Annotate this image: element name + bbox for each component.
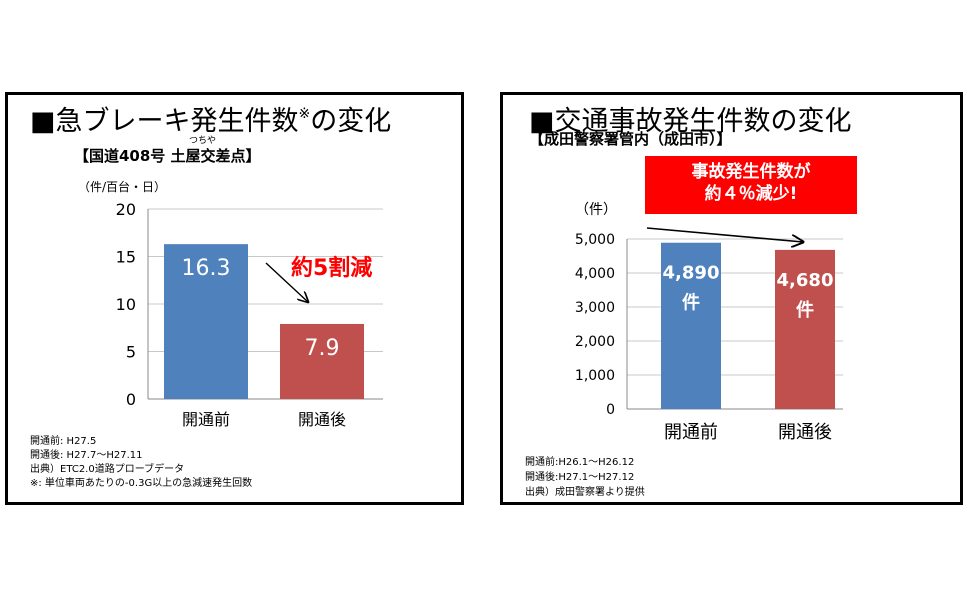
left-subtitle-ruby: つちや bbox=[189, 136, 217, 146]
left-chart-panel: ■急ブレーキ発生件数※の変化 つちや 【国道408号 土屋交差点】 （件/百台・… bbox=[5, 92, 464, 505]
left-notes: 開通前: H27.5 開通後: H27.7～H27.11 出典）ETC2.0道路… bbox=[30, 435, 252, 491]
left-note-footnote: ※: 単位車両あたりの-0.3G以上の急減速発生回数 bbox=[30, 478, 253, 489]
left-chart-subtitle: 【国道408号 土屋交差点】 bbox=[74, 147, 261, 165]
right-bar-1 bbox=[661, 242, 721, 409]
left-x-tick-label: 開通後 bbox=[298, 410, 346, 429]
left-note-before: 開通前: H27.5 bbox=[30, 436, 97, 447]
right-note-after: 開通後:H27.1～H27.12 bbox=[525, 472, 635, 483]
left-note-source: 出典）ETC2.0道路プローブデータ bbox=[30, 464, 185, 475]
right-callout-box: 事故発生件数が 約４％減少! bbox=[645, 156, 857, 214]
left-y-tick-label: 15 bbox=[116, 247, 136, 266]
right-y-axis-unit: （件） bbox=[575, 202, 617, 218]
left-reduction-annotation: 約5割減 bbox=[291, 255, 372, 281]
left-y-axis-unit: （件/百台・日） bbox=[78, 180, 167, 194]
right-trend-arrow bbox=[646, 227, 803, 242]
right-callout-line1: 事故発生件数が bbox=[691, 162, 811, 182]
left-data-label: 16.3 bbox=[182, 256, 231, 281]
right-y-tick-label: 4,000 bbox=[575, 266, 615, 282]
left-y-tick-label: 0 bbox=[126, 390, 136, 409]
right-y-tick-label: 2,000 bbox=[575, 334, 615, 350]
left-y-tick-label: 20 bbox=[116, 200, 136, 219]
left-title-suffix: の変化 bbox=[310, 106, 392, 137]
right-chart-title: ■交通事故発生件数の変化 bbox=[529, 106, 852, 137]
right-y-tick-label: 5,000 bbox=[575, 232, 615, 248]
right-y-tick-label: 0 bbox=[606, 402, 615, 418]
left-title-note-mark: ※ bbox=[298, 106, 311, 122]
left-note-after: 開通後: H27.7～H27.11 bbox=[30, 450, 143, 461]
right-y-tick-label: 3,000 bbox=[575, 300, 615, 316]
right-data-label-unit: 件 bbox=[796, 299, 814, 321]
right-x-tick-label: 開通後 bbox=[778, 422, 832, 443]
left-y-tick-label: 5 bbox=[126, 342, 136, 361]
left-data-label: 7.9 bbox=[305, 336, 340, 361]
right-note-source: 出典）成田警察署より提供 bbox=[525, 487, 645, 498]
left-bar-2 bbox=[280, 323, 364, 399]
right-bar-2 bbox=[775, 249, 835, 409]
right-callout-line2: 約４％減少! bbox=[704, 184, 798, 204]
right-x-tick-label: 開通前 bbox=[664, 422, 718, 443]
left-bar-chart: 0 5 10 15 20 開通前 16.3 開通後 7.9 約5割減 bbox=[116, 200, 383, 429]
right-note-before: 開通前:H26.1～H26.12 bbox=[525, 457, 635, 468]
right-data-label: 4,890 bbox=[663, 263, 720, 284]
right-chart-panel: ■交通事故発生件数の変化 【成田警察署管内（成田市）】 事故発生件数が 約４％減… bbox=[500, 92, 963, 505]
left-x-tick-label: 開通前 bbox=[182, 410, 230, 429]
left-chart-title: ■急ブレーキ発生件数※の変化 bbox=[30, 99, 391, 138]
left-bar-1 bbox=[164, 244, 248, 399]
left-y-tick-label: 10 bbox=[116, 295, 136, 314]
right-y-tick-label: 1,000 bbox=[575, 368, 615, 384]
left-title-text: ■急ブレーキ発生件数 bbox=[30, 106, 299, 137]
right-notes: 開通前:H26.1～H26.12 開通後:H27.1～H27.12 出典）成田警… bbox=[525, 455, 645, 500]
right-data-label-unit: 件 bbox=[682, 292, 700, 314]
right-data-label: 4,680 bbox=[777, 270, 834, 291]
left-trend-arrow bbox=[265, 262, 308, 302]
right-chart-subtitle: 【成田警察署管内（成田市）】 bbox=[529, 130, 732, 148]
